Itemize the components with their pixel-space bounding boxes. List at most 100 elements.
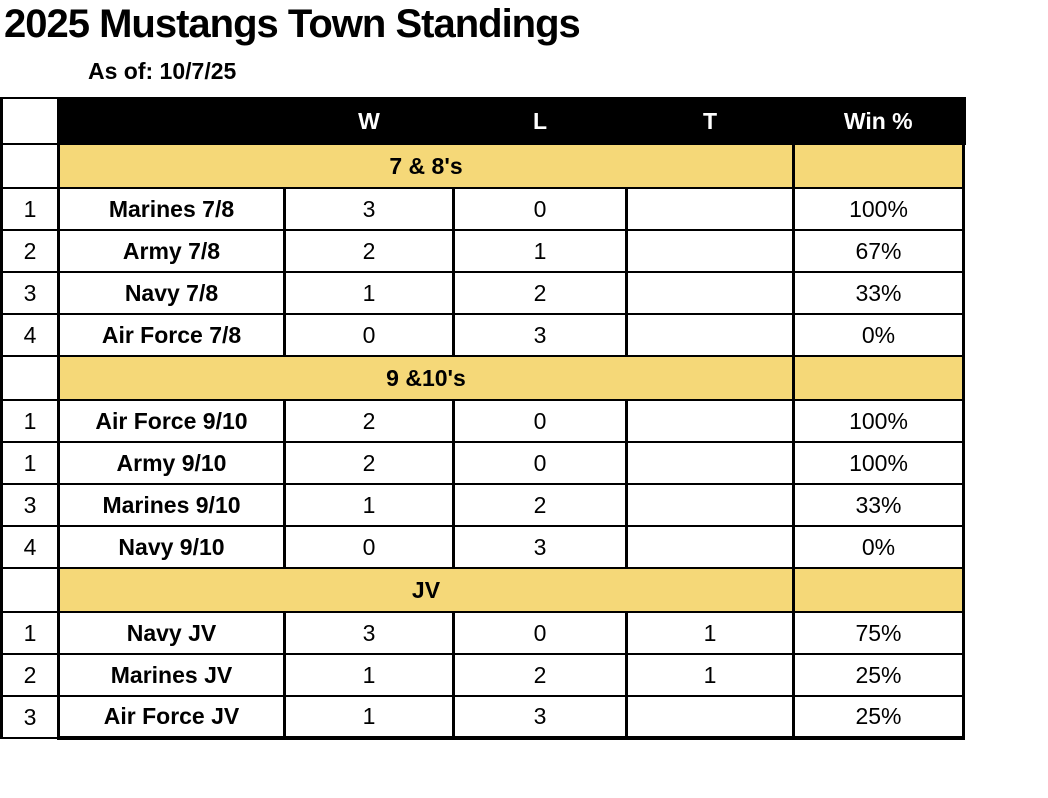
ties-cell [625, 695, 795, 740]
ties-cell [625, 525, 795, 569]
rank-cell: 4 [0, 525, 60, 569]
rank-gutter [0, 143, 60, 189]
header-cell-w: W [283, 97, 455, 145]
winpct-cell: 100% [792, 441, 965, 485]
section-winpct-spacer [792, 567, 965, 613]
team-cell: Navy 7/8 [57, 271, 286, 315]
losses-cell: 1 [452, 229, 628, 273]
winpct-cell: 0% [792, 525, 965, 569]
ties-cell [625, 399, 795, 443]
table-row: 4 Air Force 7/8 0 3 0% [0, 313, 965, 357]
team-cell: Army 7/8 [57, 229, 286, 273]
winpct-cell: 100% [792, 187, 965, 231]
team-cell: Marines 7/8 [57, 187, 286, 231]
rank-gutter [0, 355, 60, 401]
rank-cell: 1 [0, 441, 60, 485]
as-of-date: As of: 10/7/25 [88, 58, 237, 84]
ties-cell [625, 229, 795, 273]
rank-cell: 1 [0, 399, 60, 443]
ties-cell [625, 483, 795, 527]
team-cell: Navy 9/10 [57, 525, 286, 569]
winpct-cell: 67% [792, 229, 965, 273]
losses-cell: 3 [452, 525, 628, 569]
winpct-cell: 25% [792, 653, 965, 697]
losses-cell: 0 [452, 399, 628, 443]
section-header-7-8: 7 & 8's [0, 143, 965, 189]
rank-cell: 2 [0, 229, 60, 273]
wins-cell: 2 [283, 399, 455, 443]
wins-cell: 0 [283, 313, 455, 357]
section-label: JV [57, 567, 795, 613]
header-cell-l: L [452, 97, 628, 145]
table-row: 2 Army 7/8 2 1 67% [0, 229, 965, 273]
header-cell-t: T [625, 97, 795, 145]
table-row: 2 Marines JV 1 2 1 25% [0, 653, 965, 697]
ties-cell [625, 313, 795, 357]
team-cell: Navy JV [57, 611, 286, 655]
wins-cell: 2 [283, 229, 455, 273]
table-row: 1 Marines 7/8 3 0 100% [0, 187, 965, 231]
section-winpct-spacer [792, 355, 965, 401]
wins-cell: 1 [283, 271, 455, 315]
losses-cell: 2 [452, 271, 628, 315]
wins-cell: 2 [283, 441, 455, 485]
losses-cell: 2 [452, 483, 628, 527]
losses-cell: 3 [452, 313, 628, 357]
rank-cell: 3 [0, 695, 60, 739]
table-row: 3 Navy 7/8 1 2 33% [0, 271, 965, 315]
section-label: 9 &10's [57, 355, 795, 401]
header-cell-team [56, 97, 286, 145]
table-row: 3 Air Force JV 1 3 25% [0, 695, 965, 740]
rank-cell: 2 [0, 653, 60, 697]
section-header-jv: JV [0, 567, 965, 613]
table-row: 3 Marines 9/10 1 2 33% [0, 483, 965, 527]
table-row: 1 Army 9/10 2 0 100% [0, 441, 965, 485]
section-label: 7 & 8's [57, 143, 795, 189]
ties-cell: 1 [625, 653, 795, 697]
team-cell: Air Force 7/8 [57, 313, 286, 357]
wins-cell: 0 [283, 525, 455, 569]
wins-cell: 3 [283, 611, 455, 655]
rank-cell: 3 [0, 271, 60, 315]
winpct-cell: 75% [792, 611, 965, 655]
winpct-cell: 33% [792, 271, 965, 315]
winpct-cell: 25% [792, 695, 965, 740]
section-header-9-10: 9 &10's [0, 355, 965, 401]
team-cell: Army 9/10 [57, 441, 286, 485]
table-header-row: W L T Win % [0, 97, 966, 145]
ties-cell [625, 187, 795, 231]
ties-cell [625, 271, 795, 315]
wins-cell: 1 [283, 483, 455, 527]
rank-cell: 3 [0, 483, 60, 527]
rank-gutter [0, 97, 60, 145]
table-row: 4 Navy 9/10 0 3 0% [0, 525, 965, 569]
rank-cell: 4 [0, 313, 60, 357]
table-row: 1 Air Force 9/10 2 0 100% [0, 399, 965, 443]
rank-cell: 1 [0, 611, 60, 655]
page-title: 2025 Mustangs Town Standings [4, 2, 581, 46]
team-cell: Marines JV [57, 653, 286, 697]
winpct-cell: 33% [792, 483, 965, 527]
team-cell: Air Force 9/10 [57, 399, 286, 443]
wins-cell: 1 [283, 653, 455, 697]
wins-cell: 1 [283, 695, 455, 740]
losses-cell: 0 [452, 187, 628, 231]
section-winpct-spacer [792, 143, 965, 189]
ties-cell [625, 441, 795, 485]
losses-cell: 2 [452, 653, 628, 697]
header-cell-winpct: Win % [792, 97, 966, 145]
winpct-cell: 0% [792, 313, 965, 357]
team-cell: Air Force JV [57, 695, 286, 740]
ties-cell: 1 [625, 611, 795, 655]
table-row: 1 Navy JV 3 0 1 75% [0, 611, 965, 655]
losses-cell: 0 [452, 611, 628, 655]
losses-cell: 0 [452, 441, 628, 485]
winpct-cell: 100% [792, 399, 965, 443]
rank-cell: 1 [0, 187, 60, 231]
wins-cell: 3 [283, 187, 455, 231]
standings-table: W L T Win % 7 & 8's 1 Marines 7/8 3 0 10… [0, 97, 966, 740]
rank-gutter [0, 567, 60, 613]
team-cell: Marines 9/10 [57, 483, 286, 527]
losses-cell: 3 [452, 695, 628, 740]
